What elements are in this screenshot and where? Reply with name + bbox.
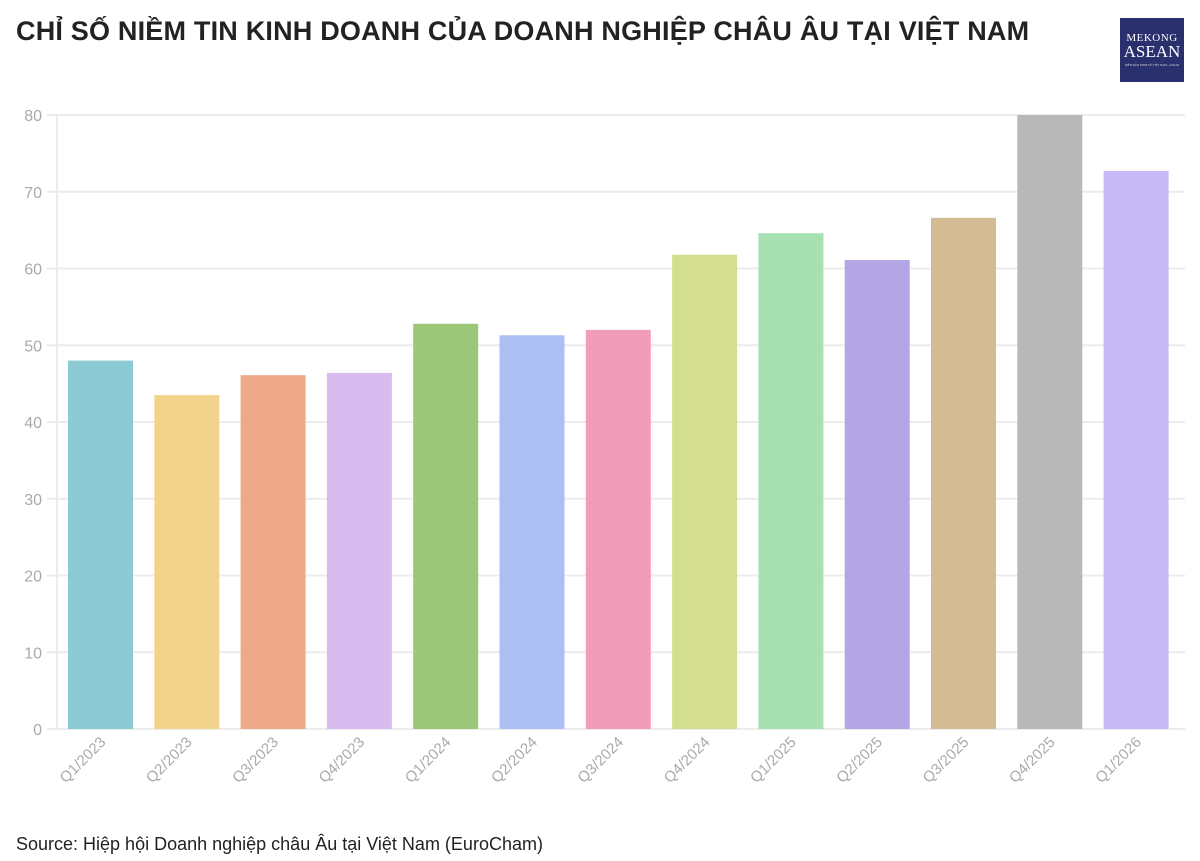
bar — [585, 329, 651, 729]
logo-tagline: DIỄN ĐÀN KINH TẾ VIỆT NAM - ASEAN — [1124, 63, 1180, 67]
y-tick-label: 0 — [33, 722, 42, 739]
y-tick-label: 50 — [24, 338, 42, 355]
bar — [758, 233, 824, 729]
x-tick-label: Q4/2025 — [1006, 734, 1059, 787]
y-tick-label: 20 — [24, 569, 42, 586]
x-tick-label: Q1/2024 — [402, 734, 455, 787]
bar — [240, 375, 306, 729]
mekong-asean-logo: MEKONG ASEAN DIỄN ĐÀN KINH TẾ VIỆT NAM -… — [1120, 18, 1184, 82]
x-tick-label: Q4/2024 — [661, 734, 714, 787]
logo-line2: ASEAN — [1123, 42, 1181, 61]
y-tick-label: 30 — [24, 492, 42, 509]
x-tick-label: Q1/2023 — [57, 734, 110, 787]
y-tick-label: 40 — [24, 415, 42, 432]
y-tick-label: 70 — [24, 185, 42, 202]
x-tick-label: Q2/2025 — [833, 734, 886, 787]
x-tick-label: Q3/2023 — [229, 734, 282, 787]
bar — [413, 323, 479, 729]
bar — [154, 395, 220, 729]
source-note: Source: Hiệp hội Doanh nghiệp châu Âu tạ… — [16, 834, 543, 854]
y-tick-label: 60 — [24, 262, 42, 279]
chart-title: CHỈ SỐ NIỀM TIN KINH DOANH CỦA DOANH NGH… — [16, 16, 1030, 46]
x-tick-label: Q2/2024 — [488, 734, 541, 787]
bar — [672, 254, 738, 729]
y-tick-label: 10 — [24, 645, 42, 662]
x-tick-label: Q1/2026 — [1092, 734, 1145, 787]
x-tick-label: Q1/2025 — [747, 734, 800, 787]
bar — [844, 260, 910, 729]
bar — [326, 372, 392, 729]
x-tick-label: Q4/2023 — [316, 734, 369, 787]
bar — [931, 217, 996, 729]
bar — [1017, 115, 1083, 729]
y-tick-label: 80 — [24, 108, 42, 125]
logo-line1: MEKONG — [1126, 32, 1178, 44]
bar — [68, 360, 133, 729]
bar — [1103, 171, 1169, 730]
x-tick-label: Q3/2025 — [920, 734, 973, 787]
x-tick-label: Q3/2024 — [574, 734, 627, 787]
bar — [499, 335, 565, 729]
x-tick-label: Q2/2023 — [143, 734, 196, 787]
